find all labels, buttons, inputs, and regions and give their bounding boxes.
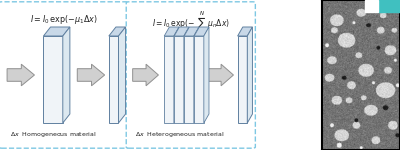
Polygon shape [247, 27, 252, 123]
Polygon shape [44, 36, 63, 123]
Polygon shape [133, 64, 158, 86]
Text: $I = I_0\,\mathrm{exp}(-\sum_{n=1}^{N}\mu_n \Delta x)$: $I = I_0\,\mathrm{exp}(-\sum_{n=1}^{N}\m… [152, 9, 230, 38]
Polygon shape [184, 27, 199, 36]
Polygon shape [194, 27, 199, 123]
Polygon shape [109, 27, 126, 36]
Polygon shape [238, 27, 252, 36]
Polygon shape [204, 27, 209, 123]
Polygon shape [44, 27, 70, 36]
Polygon shape [184, 27, 189, 123]
Polygon shape [184, 36, 194, 123]
Polygon shape [118, 27, 126, 123]
Polygon shape [194, 27, 209, 36]
Polygon shape [164, 27, 179, 36]
Polygon shape [7, 64, 34, 86]
Polygon shape [174, 27, 179, 123]
Bar [378, 0, 400, 12]
Polygon shape [164, 36, 174, 123]
Bar [365, 0, 378, 12]
Polygon shape [77, 64, 105, 86]
Polygon shape [194, 36, 204, 123]
Polygon shape [63, 27, 70, 123]
Text: $\Delta x$  Homogeneous material: $\Delta x$ Homogeneous material [10, 130, 96, 139]
Polygon shape [238, 36, 247, 123]
FancyBboxPatch shape [126, 2, 255, 148]
Polygon shape [174, 27, 189, 36]
Polygon shape [174, 36, 184, 123]
Text: $I = I_0\,\mathrm{exp}(-\mu_1 \Delta x)$: $I = I_0\,\mathrm{exp}(-\mu_1 \Delta x)$ [30, 14, 98, 27]
FancyBboxPatch shape [0, 2, 128, 148]
Text: $\Delta x$  Heterogeneous material: $\Delta x$ Heterogeneous material [135, 130, 225, 139]
Polygon shape [208, 64, 234, 86]
Polygon shape [109, 36, 118, 123]
